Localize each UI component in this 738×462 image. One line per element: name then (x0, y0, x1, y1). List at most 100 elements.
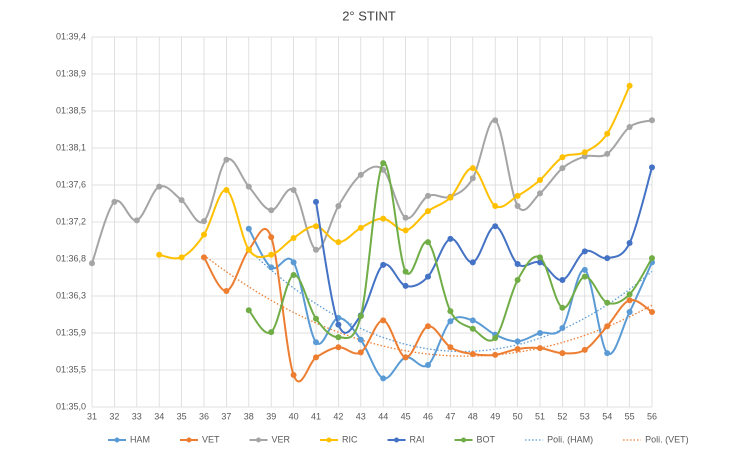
legend-swatch (256, 437, 262, 443)
data-point (537, 259, 543, 266)
data-point (335, 203, 342, 210)
data-point (492, 223, 499, 230)
data-point (268, 234, 275, 241)
y-tick-label: 01:38,9 (56, 68, 86, 78)
y-tick-label: 01:35,5 (56, 364, 86, 374)
x-tick-label: 35 (177, 411, 187, 421)
data-point (357, 313, 364, 320)
data-point (514, 277, 521, 284)
y-tick-label: 01:38,1 (56, 142, 86, 152)
x-tick-label: 36 (199, 411, 209, 421)
data-point (402, 227, 409, 234)
data-point (604, 323, 611, 330)
y-tick-label: 01:39,4 (56, 31, 86, 41)
x-tick-label: 40 (289, 411, 299, 421)
data-point (335, 344, 342, 351)
data-point (604, 150, 611, 157)
data-point (514, 345, 521, 352)
data-point (581, 266, 588, 273)
data-point (537, 254, 543, 261)
x-tick-label: 47 (445, 411, 455, 421)
legend-label: Poli. (VET) (645, 434, 689, 444)
data-point (313, 246, 319, 253)
data-point (469, 317, 476, 324)
data-point (133, 217, 140, 224)
y-tick-label: 01:36,3 (56, 290, 86, 300)
data-point (626, 123, 633, 130)
x-tick-label: 43 (356, 411, 366, 421)
data-point (492, 117, 499, 124)
x-tick-label: 50 (513, 411, 523, 421)
data-point (335, 334, 342, 341)
data-point (313, 315, 319, 322)
data-point (649, 164, 655, 171)
data-point (626, 240, 633, 247)
x-tick-label: 52 (557, 411, 567, 421)
data-point (290, 259, 297, 266)
trendline (203, 254, 653, 357)
data-point (604, 130, 611, 137)
data-point (559, 277, 566, 284)
data-point (402, 354, 409, 361)
data-point (313, 354, 319, 361)
legend-label: RIC (342, 434, 358, 444)
data-point (290, 234, 297, 241)
legend-label: RAI (410, 434, 425, 444)
data-point (626, 291, 633, 298)
data-point (469, 165, 476, 172)
data-point (290, 187, 297, 194)
legend-label: BOT (477, 434, 496, 444)
data-point (380, 215, 387, 222)
data-point (290, 372, 297, 379)
x-tick-label: 31 (87, 411, 97, 421)
data-point (469, 175, 476, 182)
legend-label: VET (202, 434, 220, 444)
data-point (581, 346, 588, 353)
data-point (425, 239, 431, 246)
data-point (604, 299, 611, 306)
data-point (581, 149, 588, 156)
data-point (469, 351, 476, 358)
data-point (268, 264, 275, 271)
x-tick-label: 38 (244, 411, 254, 421)
data-point (380, 317, 387, 324)
data-point (402, 268, 409, 275)
data-point (268, 329, 275, 336)
data-point (425, 361, 431, 368)
legend-label: VER (272, 434, 291, 444)
x-tick-label: 46 (423, 411, 433, 421)
data-point (559, 324, 566, 331)
data-point (402, 214, 409, 221)
legend-swatch (394, 437, 400, 443)
chart-title: 2° STINT (342, 8, 396, 23)
data-point (313, 223, 319, 230)
data-point (537, 176, 543, 183)
x-tick-label: 34 (154, 411, 164, 421)
y-tick-label: 01:38,5 (56, 105, 86, 115)
data-point (537, 330, 543, 336)
data-point (245, 246, 252, 253)
data-point (156, 251, 163, 258)
data-point (604, 255, 611, 262)
data-point (357, 349, 364, 356)
data-point (649, 117, 655, 124)
x-tick-label: 49 (490, 411, 500, 421)
x-tick-label: 53 (580, 411, 590, 421)
legend-swatch (186, 437, 192, 443)
x-tick-label: 55 (625, 411, 635, 421)
y-tick-label: 01:37,6 (56, 179, 86, 189)
data-point (559, 304, 566, 311)
data-point (425, 192, 431, 199)
data-point (604, 350, 611, 357)
legend-swatch (114, 437, 120, 443)
data-point (245, 307, 252, 314)
data-point (357, 336, 364, 343)
data-point (425, 273, 431, 280)
data-point (626, 297, 633, 304)
data-point (447, 235, 454, 242)
data-point (268, 207, 275, 214)
series-line (159, 85, 631, 260)
data-point (559, 154, 566, 161)
x-tick-label: 33 (132, 411, 142, 421)
